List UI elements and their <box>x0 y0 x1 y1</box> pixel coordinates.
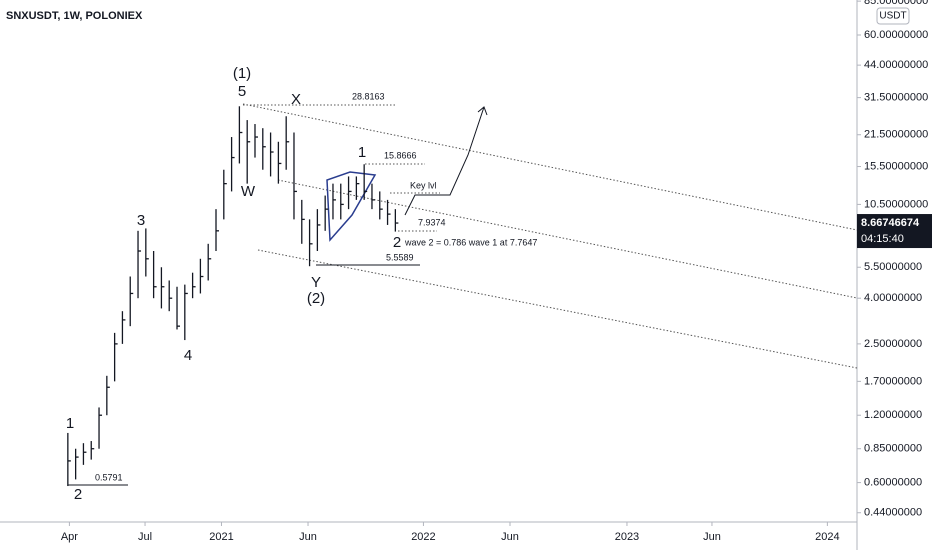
projection-arrow <box>404 106 488 216</box>
y-tick-label: 1.20000000 <box>864 409 922 421</box>
x-tick-label: 2024 <box>815 531 839 543</box>
y-tick-label: 21.50000000 <box>864 129 928 141</box>
channel-lower <box>257 249 858 369</box>
y-tick-label: 10.50000000 <box>864 198 928 210</box>
x-tick-label: Jul <box>138 531 152 543</box>
annotation: 0.5791 <box>95 472 123 482</box>
y-tick-label: 15.50000000 <box>864 160 928 172</box>
annotation: 1 <box>66 415 74 432</box>
x-tick-label: Jun <box>703 531 721 543</box>
annotation: W <box>241 183 256 200</box>
annotation: 5.5589 <box>386 252 414 262</box>
annotation: 2 <box>74 486 82 503</box>
annotation: (2) <box>307 290 325 307</box>
annotation: X <box>291 91 301 108</box>
annotation: (1) <box>233 65 251 82</box>
annotation: Y <box>311 274 321 291</box>
annotation: 5 <box>238 83 246 100</box>
annotation: 2 <box>393 234 401 251</box>
y-tick-label: 44.00000000 <box>864 59 928 71</box>
currency-label: USDT <box>879 11 906 22</box>
annotation: 15.8666 <box>384 150 417 160</box>
channel-upper <box>242 103 858 231</box>
x-tick-label: Apr <box>61 531 78 543</box>
y-tick-label: 5.50000000 <box>864 261 922 273</box>
triangle-pattern <box>326 171 377 242</box>
annotation: 4 <box>184 347 192 364</box>
last-price-tag <box>857 214 932 249</box>
y-tick-label: 60.00000000 <box>864 29 928 41</box>
y-tick-label: 85.00000000 <box>864 0 928 7</box>
annotation: wave 2 = 0.786 wave 1 at 7.7647 <box>404 237 537 247</box>
y-tick-label: 1.70000000 <box>864 375 922 387</box>
x-tick-label: 2021 <box>209 531 233 543</box>
y-tick-label: 0.44000000 <box>864 507 922 519</box>
y-tick-label: 2.50000000 <box>864 338 922 350</box>
annotation: 1 <box>358 144 366 161</box>
x-tick-label: Jun <box>299 531 317 543</box>
annotation: Key lvl <box>410 180 437 190</box>
countdown-label: 04:15:40 <box>861 233 904 245</box>
annotation: 3 <box>137 212 145 229</box>
x-tick-label: 2022 <box>411 531 435 543</box>
y-tick-label: 31.50000000 <box>864 92 928 104</box>
y-tick-label: 0.60000000 <box>864 476 922 488</box>
annotation: 7.9374 <box>418 217 446 227</box>
x-tick-label: 2023 <box>615 531 639 543</box>
currency-badge <box>876 7 910 25</box>
annotation: 28.8163 <box>352 91 385 101</box>
last-price-label: 8.66746674 <box>861 217 920 229</box>
y-tick-label: 4.00000000 <box>864 292 922 304</box>
x-tick-label: Jun <box>501 531 519 543</box>
y-tick-label: 0.85000000 <box>864 443 922 455</box>
chart-title: SNXUSDT, 1W, POLONIEX <box>6 10 143 22</box>
